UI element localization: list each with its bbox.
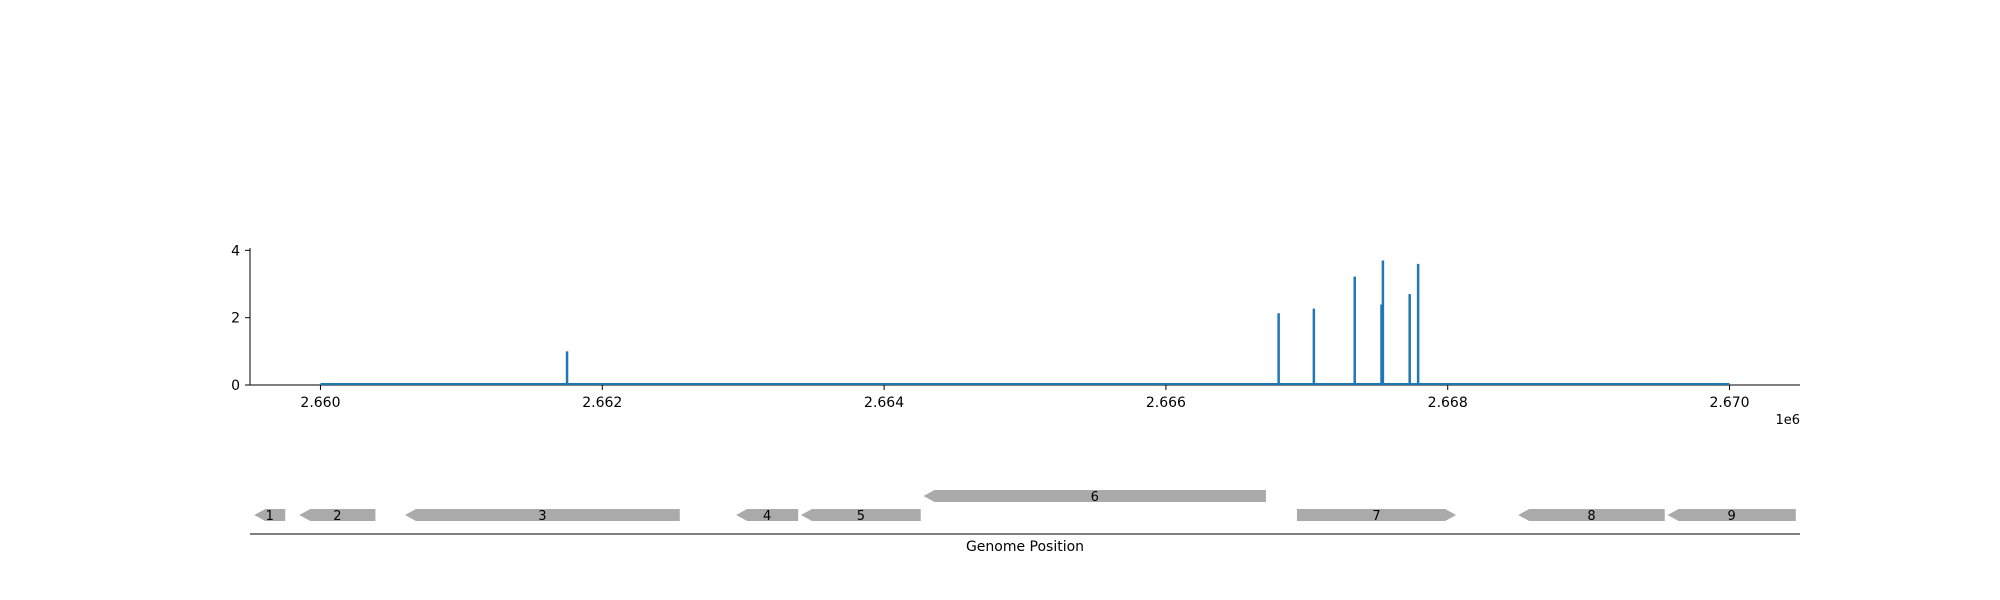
gene-feature [736, 509, 799, 521]
gene-feature-label: 4 [763, 509, 771, 524]
gene-feature-label: 9 [1728, 509, 1736, 524]
x-tick-label: 2.664 [864, 395, 904, 411]
gene-feature-label: 6 [1091, 490, 1099, 505]
gene-feature-label: 2 [333, 509, 341, 524]
genome-position-label: Genome Position [966, 539, 1084, 555]
gene-feature-label: 8 [1587, 509, 1595, 524]
gene-feature [1667, 509, 1796, 521]
gene-feature [1518, 509, 1665, 521]
x-tick-label: 2.668 [1428, 395, 1468, 411]
gene-feature [923, 490, 1266, 502]
gene-feature [800, 509, 921, 521]
gene-feature [254, 509, 286, 521]
gene-feature [405, 509, 680, 521]
gene-feature [1296, 509, 1457, 521]
x-tick-label: 2.662 [582, 395, 622, 411]
y-tick-label: 2 [231, 311, 240, 327]
x-tick-label: 2.670 [1709, 395, 1749, 411]
gene-feature [299, 509, 376, 521]
x-tick-label: 2.660 [300, 395, 340, 411]
y-tick-label: 4 [231, 243, 240, 259]
x-offset-label: 1e6 [1775, 413, 1800, 428]
x-tick-label: 2.666 [1146, 395, 1186, 411]
gene-feature-label: 3 [538, 509, 546, 524]
y-tick-label: 0 [231, 378, 240, 394]
gene-feature-label: 7 [1372, 509, 1380, 524]
gene-feature-label: 1 [266, 509, 274, 524]
gene-feature-label: 5 [857, 509, 865, 524]
